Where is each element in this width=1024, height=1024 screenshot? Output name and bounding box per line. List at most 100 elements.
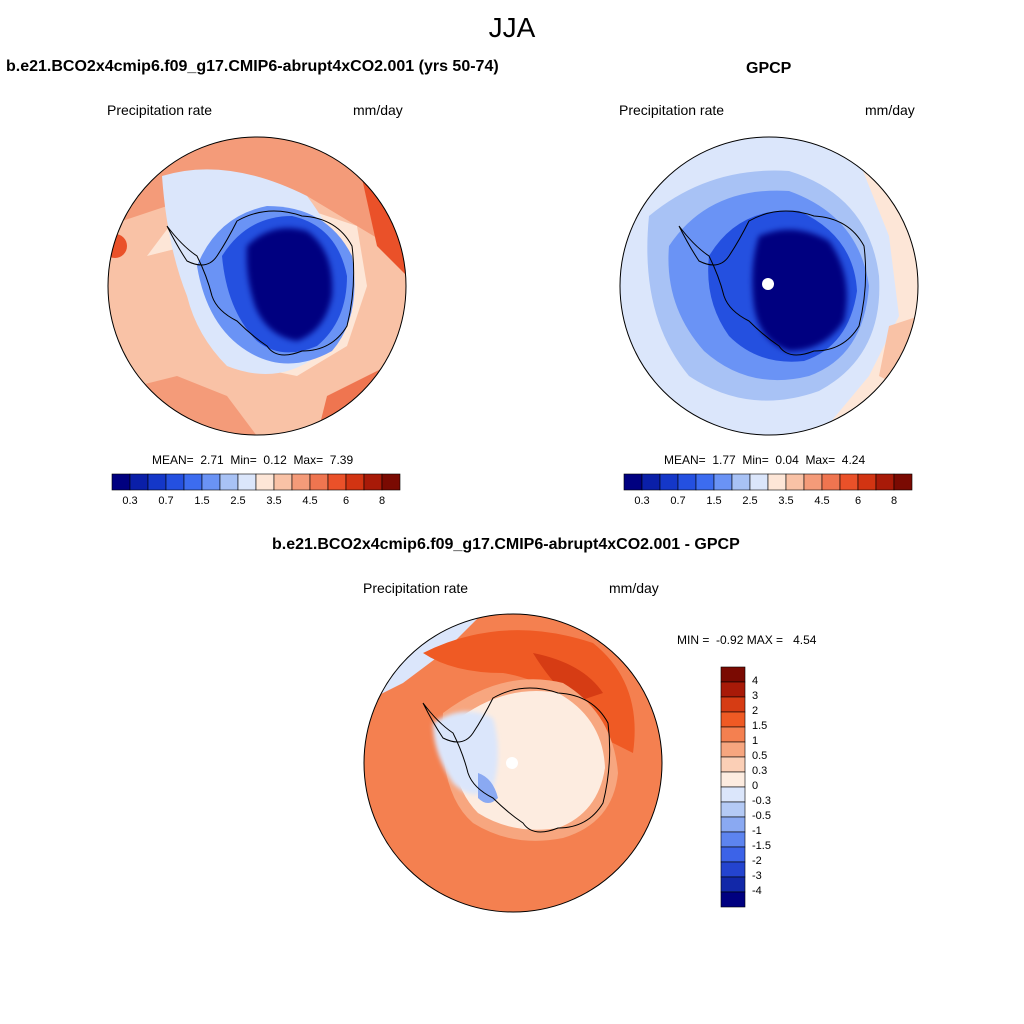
diff-colorbar-tick-label: -1.5 <box>752 840 771 852</box>
model-colorbar-box <box>327 473 347 491</box>
obs-colorbar-box <box>623 473 643 491</box>
obs-colorbar-tick-label: 4.5 <box>814 495 830 507</box>
diff-colorbar-tick-label: 1.5 <box>752 720 768 732</box>
diff-colorbar-tick-label: 0 <box>752 780 759 792</box>
diff-pole-hole <box>506 757 518 769</box>
obs-coastline <box>678 210 867 356</box>
diff-colorbar-tick-label: 1 <box>752 735 759 747</box>
diff-colorbar-box <box>720 786 746 803</box>
model-polar-map <box>107 136 407 436</box>
diff-polar-map <box>363 613 663 913</box>
model-west-spot <box>108 234 127 258</box>
diff-coastline <box>422 687 611 833</box>
obs-colorbar-box <box>803 473 823 491</box>
model-colorbar-box <box>363 473 383 491</box>
diff-stats: MIN = -0.92 MAX = 4.54 <box>677 633 817 647</box>
model-colorbar-tick-label: 8 <box>378 495 386 507</box>
diff-colorbar-box <box>720 831 746 848</box>
obs-colorbar-tick-label: 8 <box>890 495 898 507</box>
model-units-label: mm/day <box>353 102 403 118</box>
diff-colorbar-box <box>720 711 746 728</box>
diff-northeast-maximum <box>533 653 603 703</box>
obs-colorbar-box <box>857 473 877 491</box>
obs-colorbar-box <box>713 473 733 491</box>
diff-colorbar-tick-label: -4 <box>752 885 762 897</box>
obs-colorbar-tick-label: 0.7 <box>670 495 686 507</box>
model-colorbar-box <box>291 473 311 491</box>
model-colorbar-box <box>381 473 401 491</box>
model-colorbar-box <box>345 473 365 491</box>
obs-colorbar-tick-label: 1.5 <box>706 495 722 507</box>
obs-map-border <box>619 136 919 436</box>
diff-colorbar-tick-label: -3 <box>752 870 762 882</box>
model-colorbar-box <box>219 473 239 491</box>
diff-west-negative <box>433 711 498 795</box>
model-colorbar-box <box>165 473 185 491</box>
model-colorbar-tick-label: 1.5 <box>194 495 210 507</box>
model-colorbar-box <box>273 473 293 491</box>
obs-colorbar-tick-label: 6 <box>854 495 862 507</box>
obs-panel-title: GPCP <box>746 60 792 77</box>
obs-colorbar-box <box>731 473 751 491</box>
diff-colorbar-box <box>720 816 746 833</box>
diff-small-negative <box>478 773 498 803</box>
diff-colorbar-tick-label: -0.5 <box>752 810 771 822</box>
obs-colorbar-box <box>659 473 679 491</box>
obs-colorbar-box <box>875 473 895 491</box>
diff-colorbar-box <box>720 696 746 713</box>
diff-colorbar-box <box>720 741 746 758</box>
diff-variable-label: Precipitation rate <box>363 580 469 596</box>
obs-variable-label: Precipitation rate <box>619 102 725 118</box>
obs-colorbar-box <box>785 473 805 491</box>
model-colorbar-box <box>129 473 149 491</box>
model-ocean-band <box>108 137 406 256</box>
model-panel-title: b.e21.BCO2x4cmip6.f09_g17.CMIP6-abrupt4x… <box>6 58 499 75</box>
model-south-band <box>137 376 257 435</box>
diff-colorbar-box <box>720 861 746 878</box>
diff-colorbar-tick-label: 2 <box>752 705 759 717</box>
model-colorbar-tick-label: 4.5 <box>302 495 318 507</box>
model-colorbar-box <box>309 473 329 491</box>
model-colorbar-tick-label: 0.7 <box>158 495 174 507</box>
model-coastline <box>166 210 355 356</box>
model-colorbar-tick-label: 2.5 <box>230 495 246 507</box>
diff-colorbar-box <box>720 666 746 683</box>
diff-colorbar-tick-label: 0.5 <box>752 750 768 762</box>
diff-colorbar-box <box>720 891 746 908</box>
obs-pole-hole <box>762 278 774 290</box>
diff-panel-title: b.e21.BCO2x4cmip6.f09_g17.CMIP6-abrupt4x… <box>272 536 740 553</box>
obs-colorbar-tick-label: 0.3 <box>634 495 650 507</box>
diff-colorbar-tick-label: 0.3 <box>752 765 768 777</box>
diff-colorbar-box <box>720 756 746 773</box>
figure-title: JJA <box>488 12 536 43</box>
obs-stats: MEAN= 1.77 Min= 0.04 Max= 4.24 <box>664 453 866 467</box>
model-colorbar-box <box>147 473 167 491</box>
obs-colorbar-box <box>893 473 913 491</box>
model-variable-label: Precipitation rate <box>107 102 213 118</box>
diff-map-border <box>363 613 663 913</box>
model-colorbar-box <box>237 473 257 491</box>
diff-units-label: mm/day <box>609 580 659 596</box>
diff-colorbar-tick-label: 3 <box>752 690 759 702</box>
model-colorbar-box <box>255 473 275 491</box>
diff-colorbar <box>720 666 746 908</box>
diff-colorbar-tick-label: -1 <box>752 825 762 837</box>
model-colorbar-tick-label: 0.3 <box>122 495 138 507</box>
diff-colorbar-tick-label: -2 <box>752 855 762 867</box>
diff-colorbar-box <box>720 876 746 893</box>
obs-units-label: mm/day <box>865 102 915 118</box>
diff-colorbar-box <box>720 681 746 698</box>
diff-colorbar-tick-label: -0.3 <box>752 795 771 807</box>
obs-core-min <box>752 229 847 351</box>
diff-colorbar-box <box>720 726 746 743</box>
model-colorbar-box <box>111 473 131 491</box>
model-stats: MEAN= 2.71 Min= 0.12 Max= 7.39 <box>152 453 354 467</box>
obs-colorbar-box <box>749 473 769 491</box>
model-colorbar-tick-label: 6 <box>342 495 350 507</box>
obs-colorbar-box <box>767 473 787 491</box>
model-core-min <box>246 228 333 341</box>
diff-colorbar-box <box>720 801 746 818</box>
obs-colorbar-box <box>839 473 859 491</box>
obs-colorbar-tick-label: 2.5 <box>742 495 758 507</box>
model-colorbar-box <box>183 473 203 491</box>
